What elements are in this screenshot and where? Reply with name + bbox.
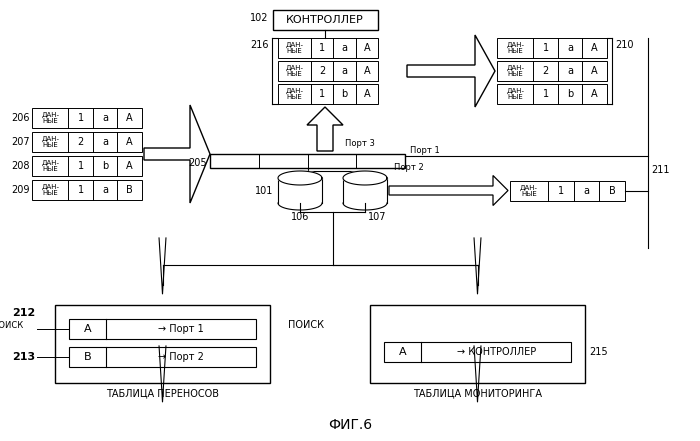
Bar	[497, 61, 607, 81]
Polygon shape	[144, 105, 210, 203]
Text: 2: 2	[319, 66, 326, 76]
Text: A: A	[363, 43, 370, 53]
Text: ДАН-
НЫЕ: ДАН- НЫЕ	[506, 88, 524, 100]
Text: ДАН-
НЫЕ: ДАН- НЫЕ	[41, 136, 59, 148]
Text: 208: 208	[11, 161, 30, 171]
Bar	[510, 180, 625, 201]
Polygon shape	[389, 176, 508, 206]
Text: 207: 207	[11, 137, 30, 147]
Bar	[32, 180, 142, 200]
Text: 209: 209	[11, 185, 30, 195]
Text: 1: 1	[542, 89, 549, 99]
Bar	[32, 108, 142, 128]
Text: A: A	[399, 347, 407, 357]
Text: 1: 1	[542, 43, 549, 53]
Text: a: a	[342, 66, 347, 76]
Bar	[497, 38, 607, 58]
Bar	[69, 347, 256, 367]
Bar	[32, 132, 142, 152]
Text: ДАН-
НЫЕ: ДАН- НЫЕ	[286, 65, 304, 77]
Text: 1: 1	[319, 89, 326, 99]
Text: 1: 1	[78, 113, 83, 123]
Bar	[278, 84, 378, 104]
Text: ДАН-
НЫЕ: ДАН- НЫЕ	[286, 42, 304, 54]
Text: A: A	[127, 113, 133, 123]
Text: 206: 206	[11, 113, 30, 123]
Bar	[210, 154, 405, 168]
Text: 2: 2	[542, 66, 549, 76]
Text: 107: 107	[368, 212, 386, 222]
Text: ДАН-
НЫЕ: ДАН- НЫЕ	[41, 184, 59, 196]
Text: 1: 1	[78, 161, 83, 171]
Text: ПОИСК: ПОИСК	[288, 320, 324, 330]
Bar	[278, 61, 378, 81]
Text: a: a	[584, 186, 589, 195]
Text: A: A	[127, 137, 133, 147]
Text: A: A	[363, 89, 370, 99]
Text: 102: 102	[250, 13, 269, 23]
Text: ДАН-
НЫЕ: ДАН- НЫЕ	[506, 42, 524, 54]
Text: 213: 213	[12, 352, 35, 362]
Text: A: A	[592, 43, 598, 53]
Text: A: A	[592, 89, 598, 99]
Bar	[370, 305, 585, 383]
Text: Порт 3: Порт 3	[345, 138, 375, 147]
Text: a: a	[567, 66, 573, 76]
Text: 216: 216	[251, 40, 269, 50]
Text: a: a	[102, 185, 108, 195]
Text: 2: 2	[78, 137, 84, 147]
Text: B: B	[84, 352, 92, 362]
Text: B: B	[609, 186, 615, 195]
Text: A: A	[127, 161, 133, 171]
Bar	[32, 156, 142, 176]
Polygon shape	[307, 107, 343, 151]
Text: Порт 2: Порт 2	[394, 164, 424, 172]
Text: 101: 101	[255, 186, 273, 195]
Bar	[497, 84, 607, 104]
Text: 205: 205	[188, 158, 207, 168]
Text: 215: 215	[589, 347, 608, 357]
Text: A: A	[363, 66, 370, 76]
Text: b: b	[567, 89, 573, 99]
Text: 106: 106	[290, 212, 309, 222]
Text: 211: 211	[651, 165, 669, 175]
Text: A: A	[592, 66, 598, 76]
Text: → Порт 1: → Порт 1	[158, 324, 204, 334]
Text: a: a	[342, 43, 347, 53]
Text: ТАБЛИЦА МОНИТОРИНГА: ТАБЛИЦА МОНИТОРИНГА	[413, 388, 542, 398]
Polygon shape	[343, 171, 387, 185]
Text: b: b	[342, 89, 348, 99]
Text: b: b	[102, 161, 108, 171]
Bar	[69, 319, 256, 339]
Text: КОНТРОЛЛЕР: КОНТРОЛЛЕР	[286, 15, 364, 25]
Text: ДАН-
НЫЕ: ДАН- НЫЕ	[41, 112, 59, 124]
Text: ФИГ.6: ФИГ.6	[328, 418, 372, 432]
Text: a: a	[102, 137, 108, 147]
Text: 1: 1	[319, 43, 326, 53]
Text: → КОНТРОЛЛЕР: → КОНТРОЛЛЕР	[456, 347, 536, 357]
Text: 212: 212	[12, 308, 35, 318]
Text: ДАН-
НЫЕ: ДАН- НЫЕ	[41, 160, 59, 172]
Polygon shape	[278, 171, 322, 185]
Text: a: a	[567, 43, 573, 53]
Text: B: B	[126, 185, 133, 195]
Bar	[272, 10, 377, 30]
Text: a: a	[102, 113, 108, 123]
Text: A: A	[84, 324, 92, 334]
Text: ДАН-
НЫЕ: ДАН- НЫЕ	[520, 184, 538, 197]
Text: Порт 1: Порт 1	[410, 146, 440, 155]
Text: 210: 210	[615, 40, 634, 50]
Text: ПОИСК: ПОИСК	[0, 321, 23, 330]
Bar	[384, 342, 571, 362]
Text: → Порт 2: → Порт 2	[158, 352, 204, 362]
Text: 1: 1	[558, 186, 564, 195]
Text: ДАН-
НЫЕ: ДАН- НЫЕ	[506, 65, 524, 77]
Bar	[55, 305, 270, 383]
Text: ДАН-
НЫЕ: ДАН- НЫЕ	[286, 88, 304, 100]
Bar	[278, 38, 378, 58]
Text: ТАБЛИЦА ПЕРЕНОСОВ: ТАБЛИЦА ПЕРЕНОСОВ	[106, 388, 219, 398]
Text: 1: 1	[78, 185, 83, 195]
Polygon shape	[407, 35, 495, 107]
